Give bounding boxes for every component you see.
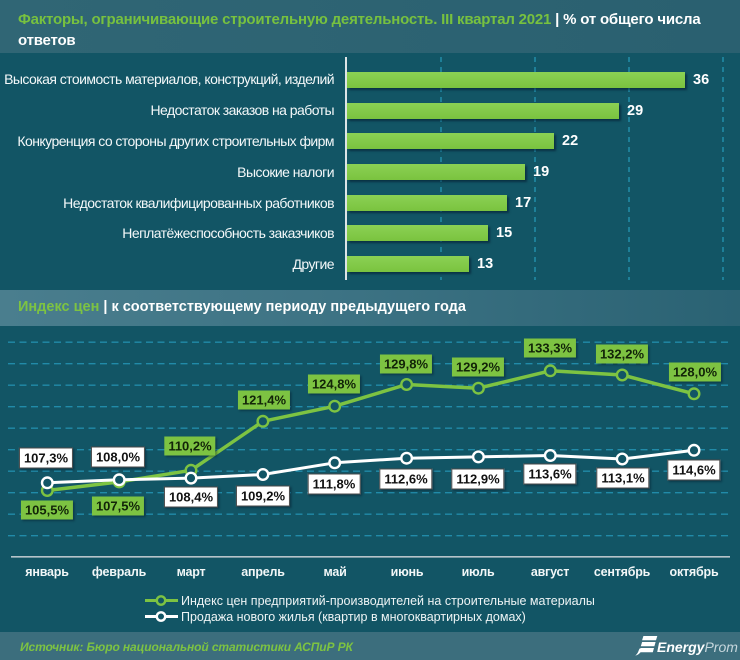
svg-text:EnergyProm: EnergyProm (657, 639, 738, 655)
